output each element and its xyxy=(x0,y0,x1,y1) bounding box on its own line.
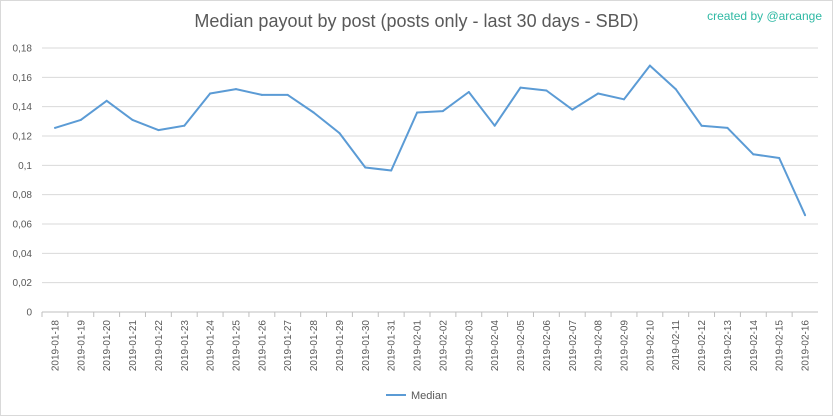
gridlines xyxy=(42,47,818,313)
x-tick-label: 2019-01-29 xyxy=(335,320,346,372)
x-tick-label: 2019-01-26 xyxy=(257,320,268,372)
data-point xyxy=(493,124,496,127)
data-point xyxy=(338,132,341,135)
data-point xyxy=(105,99,108,102)
legend-label: Median xyxy=(411,390,447,402)
data-point xyxy=(209,92,212,95)
data-point xyxy=(157,129,160,132)
data-point xyxy=(778,157,781,159)
data-point xyxy=(390,169,393,172)
y-axis-ticks: 0 0,02 0,04 0,06 0,08 0,1 0,12 0,14 0,16 0,18 xyxy=(13,44,33,319)
y-tick-label: 0,02 xyxy=(13,278,33,289)
x-tick-label: 2019-02-08 xyxy=(594,320,605,372)
data-point xyxy=(183,124,186,127)
data-point xyxy=(519,86,522,89)
x-axis-ticks: 2019-01-18 2019-01-19 2019-01-20 2019-01-21… xyxy=(41,312,812,372)
y-tick-label: 0,18 xyxy=(13,44,33,55)
x-tick-label: 2019-02-09 xyxy=(620,320,631,372)
x-tick-label: 2019-01-23 xyxy=(180,320,191,372)
data-point xyxy=(726,126,729,129)
data-point xyxy=(235,88,237,91)
x-tick-label: 2019-02-03 xyxy=(464,320,475,372)
y-tick-label: 0,1 xyxy=(18,161,32,172)
x-tick-label: 2019-01-24 xyxy=(206,320,217,372)
x-tick-label: 2019-02-04 xyxy=(490,320,501,372)
x-tick-label: 2019-01-19 xyxy=(76,320,87,372)
data-point xyxy=(286,93,289,96)
data-point xyxy=(416,111,419,114)
watermark: created by @arcange xyxy=(707,9,822,23)
x-tick-label: 2019-02-11 xyxy=(671,320,682,371)
x-tick-label: 2019-02-12 xyxy=(697,320,708,372)
y-tick-label: 0,04 xyxy=(13,249,33,260)
x-tick-label: 2019-01-28 xyxy=(309,320,320,372)
x-tick-label: 2019-02-05 xyxy=(516,320,527,372)
data-point xyxy=(597,92,600,95)
data-point xyxy=(700,124,703,127)
data-point xyxy=(467,91,470,93)
y-tick-label: 0,12 xyxy=(13,132,33,143)
data-point xyxy=(804,214,807,217)
data-point xyxy=(674,88,677,91)
y-tick-label: 0,06 xyxy=(13,220,33,231)
x-tick-label: 2019-01-30 xyxy=(361,320,372,372)
x-tick-label: 2019-01-21 xyxy=(128,320,139,372)
x-tick-label: 2019-02-01 xyxy=(413,320,424,372)
x-tick-label: 2019-01-25 xyxy=(232,320,243,372)
x-tick-label: 2019-02-06 xyxy=(542,320,553,372)
data-point xyxy=(131,118,134,121)
data-point xyxy=(364,166,367,169)
data-point xyxy=(623,98,625,101)
data-point xyxy=(571,108,574,111)
legend: Median xyxy=(386,390,447,402)
series-line-median xyxy=(54,64,807,216)
y-tick-label: 0,16 xyxy=(13,73,33,84)
data-point xyxy=(648,64,651,67)
x-tick-label: 2019-01-22 xyxy=(154,320,165,372)
x-tick-label: 2019-01-27 xyxy=(283,320,294,372)
data-point xyxy=(545,89,548,92)
data-point xyxy=(441,110,444,113)
y-tick-label: 0,14 xyxy=(13,102,33,113)
data-point xyxy=(260,93,263,96)
data-point xyxy=(79,118,82,121)
x-tick-label: 2019-01-20 xyxy=(102,320,113,372)
x-tick-label: 2019-02-13 xyxy=(723,320,734,372)
x-tick-label: 2019-02-07 xyxy=(568,320,579,372)
x-tick-label: 2019-02-16 xyxy=(801,320,812,372)
x-tick-label: 2019-02-10 xyxy=(645,320,656,372)
x-tick-label: 2019-01-31 xyxy=(387,320,398,372)
y-tick-label: 0 xyxy=(26,308,32,319)
y-tick-label: 0,08 xyxy=(13,190,33,201)
chart-title: Median payout by post (posts only - last… xyxy=(194,11,639,31)
data-point xyxy=(312,111,315,114)
series-layer xyxy=(53,64,807,217)
data-point xyxy=(752,153,755,156)
x-tick-label: 2019-02-15 xyxy=(775,320,786,372)
data-point xyxy=(53,126,56,129)
x-tick-label: 2019-01-18 xyxy=(50,320,61,372)
x-tick-label: 2019-02-02 xyxy=(438,320,449,372)
x-tick-label: 2019-02-14 xyxy=(749,320,760,372)
